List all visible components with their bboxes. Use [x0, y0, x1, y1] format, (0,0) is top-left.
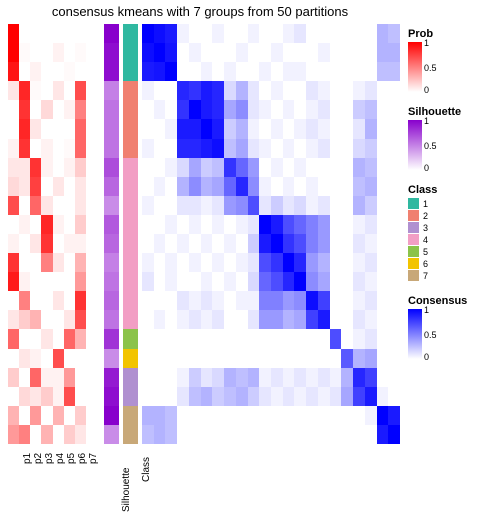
- tick: 0: [424, 86, 429, 95]
- legend-class-item: 1: [408, 198, 500, 209]
- legend-prob-title: Prob: [408, 28, 500, 40]
- swatch-label: 5: [423, 247, 428, 257]
- legend-prob: Prob 1 0.5 0: [408, 28, 500, 92]
- legend-sil-title: Silhouette: [408, 106, 500, 118]
- page-title: consensus kmeans with 7 groups from 50 p…: [0, 4, 400, 19]
- swatch-icon: [408, 222, 419, 233]
- x-label: p7: [88, 453, 99, 464]
- x-label: p6: [77, 453, 88, 464]
- tick: 0.5: [424, 331, 437, 340]
- legend-class-item: 6: [408, 258, 500, 269]
- swatch-label: 4: [423, 235, 428, 245]
- swatch-label: 6: [423, 259, 428, 269]
- legend-class-item: 2: [408, 210, 500, 221]
- class-column: [123, 24, 138, 444]
- swatch-label: 7: [423, 271, 428, 281]
- consensus-heatmap: [142, 24, 400, 444]
- tick: 0: [424, 164, 429, 173]
- x-label: p1: [22, 453, 33, 464]
- colorbar-consensus: 1 0.5 0: [408, 309, 422, 359]
- tick: 1: [424, 39, 429, 48]
- swatch-icon: [408, 258, 419, 269]
- legend-silhouette: Silhouette 1 0.5 0: [408, 106, 500, 170]
- legend-cons-title: Consensus: [408, 295, 500, 307]
- x-axis-labels: p1p2p3p4p5p6p7SilhouetteClass: [8, 448, 400, 498]
- legend-class-item: 4: [408, 234, 500, 245]
- silhouette-column: [104, 24, 119, 444]
- x-label: p3: [44, 453, 55, 464]
- tick: 1: [424, 306, 429, 315]
- swatch-label: 2: [423, 211, 428, 221]
- legend-class-item: 7: [408, 270, 500, 281]
- tick: 0.5: [424, 64, 437, 73]
- swatch-icon: [408, 210, 419, 221]
- legend-class-item: 5: [408, 246, 500, 257]
- x-label: p4: [55, 453, 66, 464]
- legend-class: Class 1 2 3 4 5 6 7: [408, 184, 500, 281]
- x-label: Silhouette: [121, 468, 132, 512]
- tick: 0: [424, 353, 429, 362]
- colorbar-silhouette: 1 0.5 0: [408, 120, 422, 170]
- legend-class-title: Class: [408, 184, 500, 196]
- swatch-icon: [408, 234, 419, 245]
- swatch-label: 1: [423, 199, 428, 209]
- colorbar-prob: 1 0.5 0: [408, 42, 422, 92]
- swatch-icon: [408, 270, 419, 281]
- swatch-icon: [408, 246, 419, 257]
- plot-area: [8, 24, 400, 444]
- swatch-label: 3: [423, 223, 428, 233]
- prob-heatmap: [8, 24, 86, 444]
- tick: 0.5: [424, 142, 437, 151]
- x-label: Class: [141, 457, 152, 482]
- legend-class-item: 3: [408, 222, 500, 233]
- x-label: p2: [33, 453, 44, 464]
- legends-panel: Prob 1 0.5 0 Silhouette 1 0.5 0 Class 1 2…: [408, 28, 500, 373]
- legend-consensus: Consensus 1 0.5 0: [408, 295, 500, 359]
- swatch-icon: [408, 198, 419, 209]
- x-label: p5: [66, 453, 77, 464]
- tick: 1: [424, 117, 429, 126]
